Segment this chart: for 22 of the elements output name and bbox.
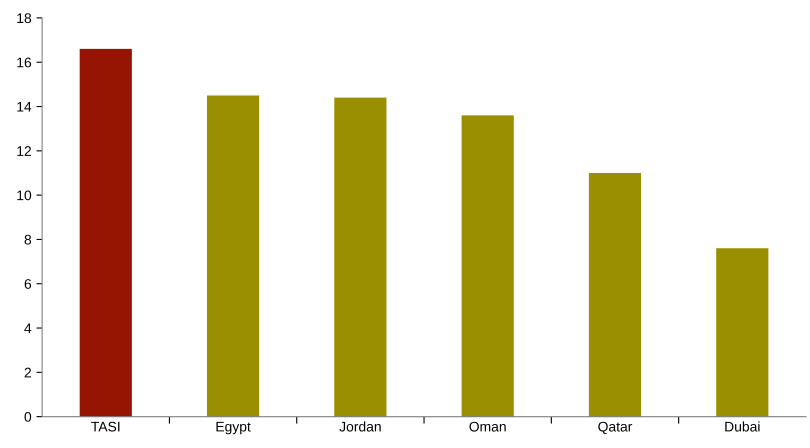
y-tick-label: 6 <box>24 279 32 289</box>
x-tick-label: TASI <box>91 422 120 432</box>
y-tick-label: 2 <box>24 368 32 378</box>
bar <box>716 248 768 417</box>
x-tick-label: Egypt <box>216 422 251 434</box>
y-tick-label: 18 <box>17 13 32 24</box>
bar <box>462 115 514 417</box>
y-tick-label: 4 <box>24 324 32 334</box>
bar <box>588 172 642 417</box>
bar <box>206 95 260 417</box>
x-tick-label: Qatar <box>598 422 632 434</box>
y-tick-label: 12 <box>17 146 32 156</box>
y-tick-label: 16 <box>17 58 32 68</box>
y-tick-label: 14 <box>17 102 32 112</box>
y-tick-label: 0 <box>24 412 32 422</box>
bar <box>334 98 386 417</box>
y-tick-label: 8 <box>24 234 32 245</box>
x-tick-label: Dubai <box>725 421 760 432</box>
x-tick-label: Oman <box>469 422 506 432</box>
x-tick-label: Jordan <box>339 421 381 432</box>
bar <box>80 48 132 417</box>
y-tick-label: 10 <box>17 190 32 200</box>
